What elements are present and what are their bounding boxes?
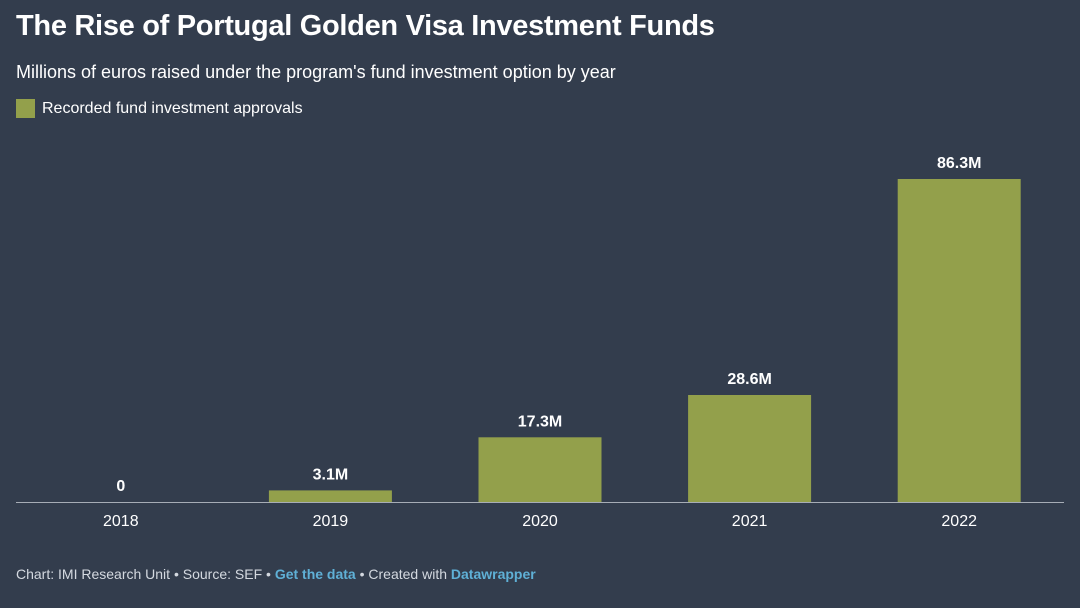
x-tick-label-2021: 2021 bbox=[732, 513, 768, 530]
data-label-2022: 86.3M bbox=[937, 155, 981, 172]
legend: Recorded fund investment approvals bbox=[16, 99, 303, 118]
bar-2019 bbox=[268, 490, 392, 502]
legend-swatch bbox=[16, 99, 35, 118]
data-label-2018: 0 bbox=[116, 478, 125, 495]
x-tick-label-2020: 2020 bbox=[522, 513, 558, 530]
footer-separator: • bbox=[170, 566, 183, 582]
data-label-2021: 28.6M bbox=[727, 371, 771, 388]
footer-separator: • bbox=[262, 566, 275, 582]
footer-separator: • bbox=[355, 566, 369, 582]
legend-label: Recorded fund investment approvals bbox=[42, 99, 303, 117]
data-label-2019: 3.1M bbox=[313, 466, 349, 483]
footer-source: Source: SEF bbox=[182, 566, 263, 582]
bar-2021 bbox=[688, 395, 812, 502]
bar-2020 bbox=[478, 437, 602, 502]
footer-created-with: Created with bbox=[368, 566, 447, 582]
datawrapper-link[interactable]: Datawrapper bbox=[450, 566, 536, 582]
footer: Chart: IMI Research Unit • Source: SEF •… bbox=[16, 566, 536, 582]
x-tick-label-2018: 2018 bbox=[103, 513, 139, 530]
x-tick-label-2019: 2019 bbox=[313, 513, 349, 530]
get-the-data-link[interactable]: Get the data bbox=[274, 566, 356, 582]
chart-subtitle: Millions of euros raised under the progr… bbox=[16, 62, 616, 82]
chart-title: The Rise of Portugal Golden Visa Investm… bbox=[16, 10, 715, 42]
x-tick-label-2022: 2022 bbox=[941, 513, 977, 530]
data-label-2020: 17.3M bbox=[518, 413, 562, 430]
footer-chart-credit: Chart: IMI Research Unit bbox=[16, 566, 171, 582]
bar-2022 bbox=[897, 179, 1021, 502]
